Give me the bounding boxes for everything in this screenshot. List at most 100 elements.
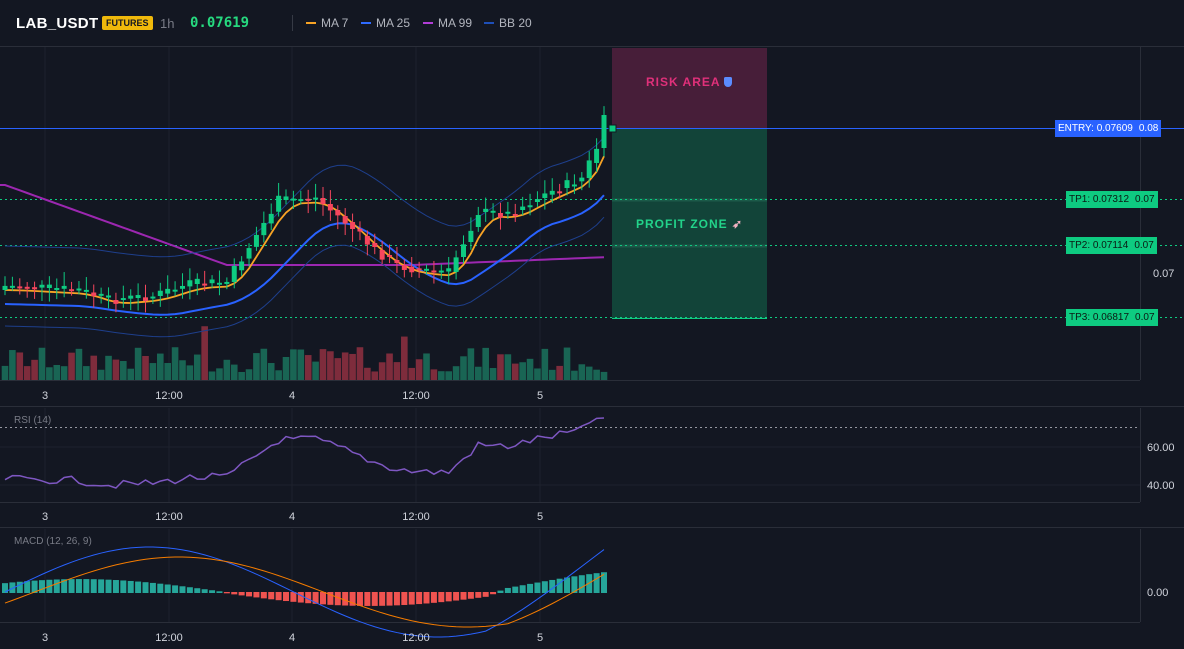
candle-body[interactable] [83,289,89,292]
profit-zone[interactable] [612,129,767,319]
candle-body[interactable] [246,248,252,259]
candle-body[interactable] [54,287,60,290]
candle-body[interactable] [483,208,489,212]
candle-body[interactable] [438,270,444,273]
candle-body[interactable] [342,216,348,224]
candle-body[interactable] [172,289,178,292]
candle-body[interactable] [357,229,363,232]
candle-body[interactable] [157,290,163,296]
candle-body[interactable] [187,280,193,287]
candle-body[interactable] [320,198,326,204]
candle-body[interactable] [364,236,370,245]
legend-ma99[interactable]: MA 99 [423,16,472,30]
candle-body[interactable] [135,295,141,298]
candle-body[interactable] [475,215,481,227]
entry-price-tag[interactable]: ENTRY: 0.07609 0.08 [1055,120,1162,137]
candle-body[interactable] [453,257,459,272]
candle-body[interactable] [150,296,156,299]
candle-body[interactable] [216,282,222,285]
candle-body[interactable] [202,283,208,286]
candle-body[interactable] [46,284,52,288]
candle-body[interactable] [350,222,356,230]
candle-body[interactable] [113,300,119,304]
candle-body[interactable] [106,295,112,298]
candle-body[interactable] [253,234,259,247]
candle-body[interactable] [387,255,393,257]
candle-body[interactable] [490,210,496,213]
candle-body[interactable] [327,204,333,211]
candle-body[interactable] [394,260,400,264]
candle-body[interactable] [379,250,385,260]
candle-body[interactable] [460,244,466,257]
candle-body[interactable] [32,287,38,290]
candle-body[interactable] [505,211,511,214]
candlesticks[interactable] [2,106,607,313]
volume-bar [341,352,349,380]
candle-body[interactable] [179,285,185,289]
symbol-name[interactable]: LAB_USDT [16,15,99,32]
candle-body[interactable] [468,230,474,242]
candle-body[interactable] [416,268,422,271]
rsi-label[interactable]: RSI (14) [14,415,52,426]
candle-body[interactable] [209,279,215,284]
candle-body[interactable] [283,196,289,200]
candle-body[interactable] [579,177,585,182]
candle-body[interactable] [261,222,267,236]
candle-body[interactable] [91,292,97,297]
candle-body[interactable] [571,184,577,187]
candle-body[interactable] [601,115,607,148]
legend-bb20[interactable]: BB 20 [484,16,532,30]
candle-body[interactable] [564,180,570,188]
candle-body[interactable] [17,286,23,289]
volume-bar [304,355,312,380]
candle-body[interactable] [313,197,319,200]
candle-body[interactable] [268,213,274,224]
legend-ma7[interactable]: MA 7 [306,16,348,30]
candle-body[interactable] [335,210,341,216]
candle-body[interactable] [497,213,503,218]
candle-body[interactable] [61,285,67,289]
candle-body[interactable] [9,285,15,288]
candle-body[interactable] [431,270,437,273]
candle-body[interactable] [372,243,378,248]
candle-body[interactable] [424,268,430,271]
candle-body[interactable] [69,289,75,292]
candle-body[interactable] [542,193,548,198]
candle-body[interactable] [98,293,104,296]
candle-body[interactable] [290,198,296,201]
candle-body[interactable] [2,285,8,290]
candle-body[interactable] [512,214,518,216]
candle-body[interactable] [557,191,563,194]
candle-body[interactable] [276,195,282,212]
candle-body[interactable] [586,160,592,178]
candle-body[interactable] [446,268,452,272]
macd-label[interactable]: MACD (12, 26, 9) [14,536,92,547]
candle-body[interactable] [224,281,230,284]
candle-body[interactable] [409,266,415,273]
candle-body[interactable] [298,199,304,202]
candle-body[interactable] [239,261,245,271]
candle-body[interactable] [401,265,407,270]
candle-body[interactable] [194,278,200,284]
candle-body[interactable] [231,265,237,282]
candle-body[interactable] [549,190,555,195]
candle-body[interactable] [594,148,600,163]
risk-area-zone[interactable] [612,48,767,129]
candle-body[interactable] [120,298,126,301]
candle-body[interactable] [76,288,82,291]
candle-body[interactable] [534,199,540,202]
candle-body[interactable] [39,284,45,288]
candle-body[interactable] [128,295,134,299]
tp2-price-tag[interactable]: TP2: 0.07114 0.07 [1066,237,1157,254]
candle-body[interactable] [24,286,30,289]
interval-selector[interactable]: 1h [160,16,175,31]
candle-body[interactable] [527,205,533,208]
candle-body[interactable] [305,198,311,201]
candle-body[interactable] [165,288,171,294]
candle-body[interactable] [520,206,526,210]
candle-body[interactable] [143,297,149,301]
tp3-price-tag[interactable]: TP3: 0.06817 0.07 [1066,309,1158,326]
legend-ma25[interactable]: MA 25 [361,16,410,30]
tp1-price-tag[interactable]: TP1: 0.07312 0.07 [1066,191,1158,208]
